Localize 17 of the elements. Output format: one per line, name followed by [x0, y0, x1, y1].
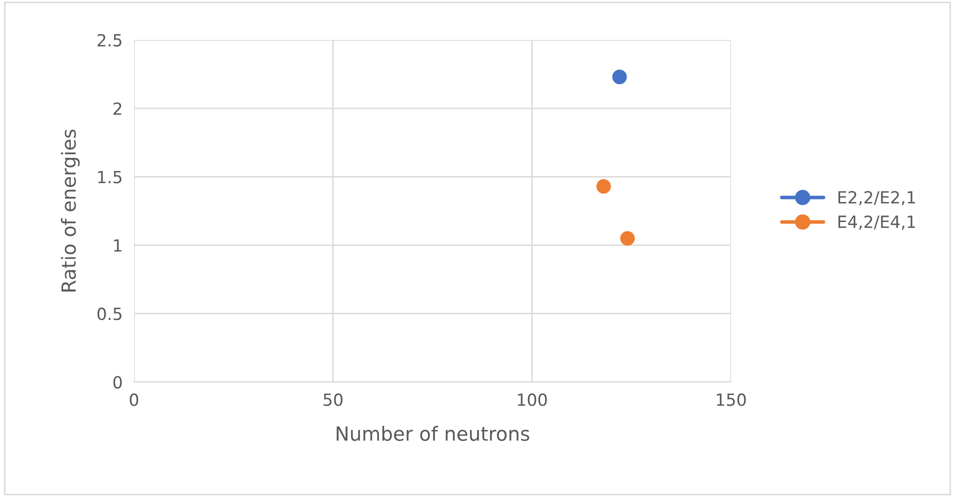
legend-label: E4,2/E4,1	[838, 215, 915, 230]
y-tick-label: 2	[114, 102, 122, 115]
x-tick-label: 50	[324, 393, 342, 406]
x-tick-label: 100	[518, 393, 547, 406]
legend-label: E2,2/E2,1	[838, 190, 915, 206]
y-tick-label: 1	[114, 239, 122, 252]
y-tick-label: 0	[113, 376, 122, 389]
y-tick-label: 0.5	[97, 308, 122, 320]
x-tick-label: 150	[716, 393, 746, 406]
point	[612, 70, 627, 84]
y-tick-label: 1.5	[98, 170, 122, 184]
point	[620, 231, 635, 246]
x-tick-label: 0	[130, 393, 138, 406]
y-axis-title: Ratio of energies	[60, 130, 80, 292]
x-axis-title: Number of neutrons	[336, 426, 530, 441]
y-tick-label: 2.5	[98, 34, 122, 47]
point	[596, 179, 611, 194]
